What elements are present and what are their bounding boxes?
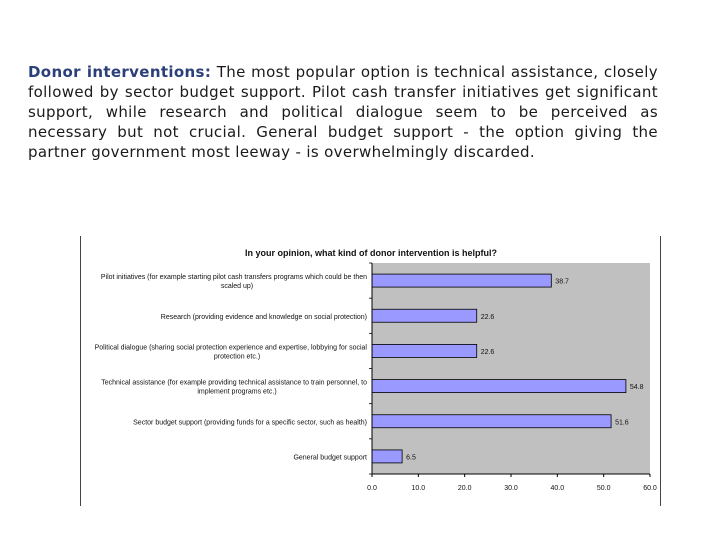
chart-title: In your opinion, what kind of donor inte… xyxy=(245,248,497,258)
x-tick-label: 60.0 xyxy=(643,485,657,492)
category-label: Pilot initiatives (for example starting … xyxy=(101,274,367,281)
x-tick-label: 40.0 xyxy=(551,485,565,492)
category-label: scaled up) xyxy=(221,283,253,290)
bar xyxy=(371,273,552,288)
x-tick-label: 0.0 xyxy=(367,485,377,492)
data-label: 6.5 xyxy=(406,454,416,461)
x-tick-label: 10.0 xyxy=(412,485,426,492)
chart-frame: In your opinion, what kind of donor inte… xyxy=(80,236,661,506)
data-label: 22.6 xyxy=(481,349,495,356)
category-label: implement programs etc.) xyxy=(197,389,276,396)
category-label: Political dialogue (sharing social prote… xyxy=(95,344,368,351)
data-label: 51.6 xyxy=(615,419,629,426)
x-tick-label: 30.0 xyxy=(504,485,518,492)
intro-paragraph: Donor interventions: The most popular op… xyxy=(28,62,658,162)
bar xyxy=(371,449,403,464)
data-label: 54.8 xyxy=(630,384,644,391)
bar xyxy=(371,308,478,323)
category-label: Research (providing evidence and knowled… xyxy=(161,314,367,321)
bar xyxy=(371,379,627,393)
x-tick-label: 50.0 xyxy=(597,485,611,492)
plot-area xyxy=(372,263,650,474)
category-label: protection etc.) xyxy=(214,353,260,360)
x-tick-label: 20.0 xyxy=(458,485,472,492)
category-label: General budget support xyxy=(293,454,367,461)
bar xyxy=(371,414,612,429)
category-label: Technical assistance (for example provid… xyxy=(101,380,367,387)
intro-lead: Donor interventions: xyxy=(28,63,212,81)
data-label: 22.6 xyxy=(481,314,495,321)
bar-chart: In your opinion, what kind of donor inte… xyxy=(95,248,657,492)
data-label: 38.7 xyxy=(555,279,569,286)
category-label: Sector budget support (providing funds f… xyxy=(133,419,367,426)
intro-body: The most popular option is technical ass… xyxy=(28,63,659,161)
bar xyxy=(371,344,478,358)
